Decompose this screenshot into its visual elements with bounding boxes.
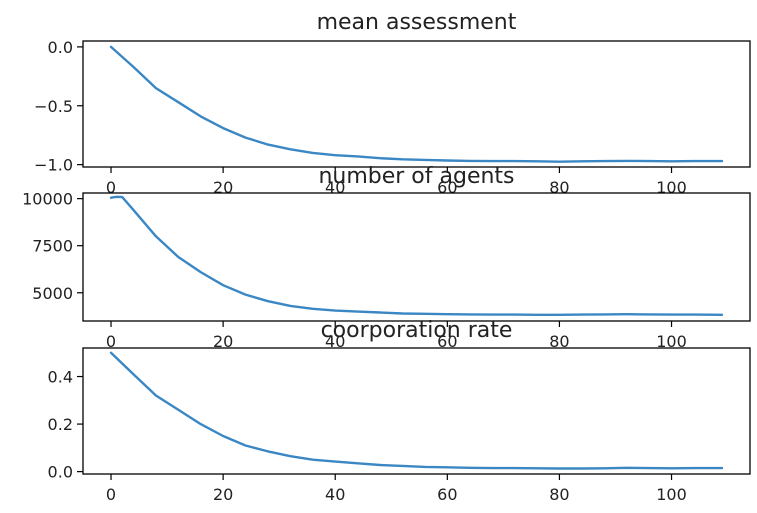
y-tick-label: −0.5	[34, 97, 73, 116]
x-tick-label: 60	[437, 332, 457, 351]
x-tick-label: 40	[325, 485, 345, 504]
axes-frame	[82, 347, 751, 475]
series-line	[109, 195, 724, 316]
series-line	[109, 45, 724, 163]
x-tick-label: 0	[106, 178, 116, 197]
x-tick-label: 20	[213, 485, 233, 504]
x-tick-label: 80	[549, 485, 569, 504]
y-tick-label: 0.4	[48, 368, 73, 387]
x-tick-label: 80	[549, 178, 569, 197]
y-tick-label: 7500	[32, 237, 73, 256]
x-tick-label: 80	[549, 332, 569, 351]
y-tick-label: 0.0	[48, 38, 73, 57]
x-tick-label: 100	[656, 332, 687, 351]
x-tick-label: 100	[656, 485, 687, 504]
subplot-title: coorporation rate	[321, 318, 513, 343]
axes-frame	[82, 192, 751, 322]
x-tick-label: 40	[325, 178, 345, 197]
axes-frame	[82, 40, 751, 168]
subplot-title: mean assessment	[317, 10, 517, 35]
series-line	[109, 351, 724, 470]
x-tick-label: 0	[106, 332, 116, 351]
x-tick-label: 40	[325, 332, 345, 351]
x-tick-label: 100	[656, 178, 687, 197]
x-tick-label: 60	[437, 178, 457, 197]
x-tick-label: 20	[213, 178, 233, 197]
y-tick-label: 0.0	[48, 463, 73, 482]
y-tick-label: 10000	[22, 190, 73, 209]
y-tick-label: 0.2	[48, 415, 73, 434]
y-tick-label: −1.0	[34, 156, 73, 175]
number-of-agents-subplot: 10000 7500 5000 0 20 40 60 80 100 number of agent…	[22, 164, 751, 351]
coorporation-rate-subplot: 0.4 0.2 0.0 0 20 40 60 80 100 coorporation rate	[48, 318, 751, 504]
mean-assessment-subplot: 0.0 −0.5 −1.0 0 20 40 60 80 100 mean assessment	[34, 10, 751, 197]
subplot-title: number of agents	[318, 164, 514, 189]
x-tick-label: 60	[437, 485, 457, 504]
x-tick-label: 20	[213, 332, 233, 351]
x-tick-label: 0	[106, 485, 116, 504]
y-tick-label: 5000	[32, 284, 73, 303]
